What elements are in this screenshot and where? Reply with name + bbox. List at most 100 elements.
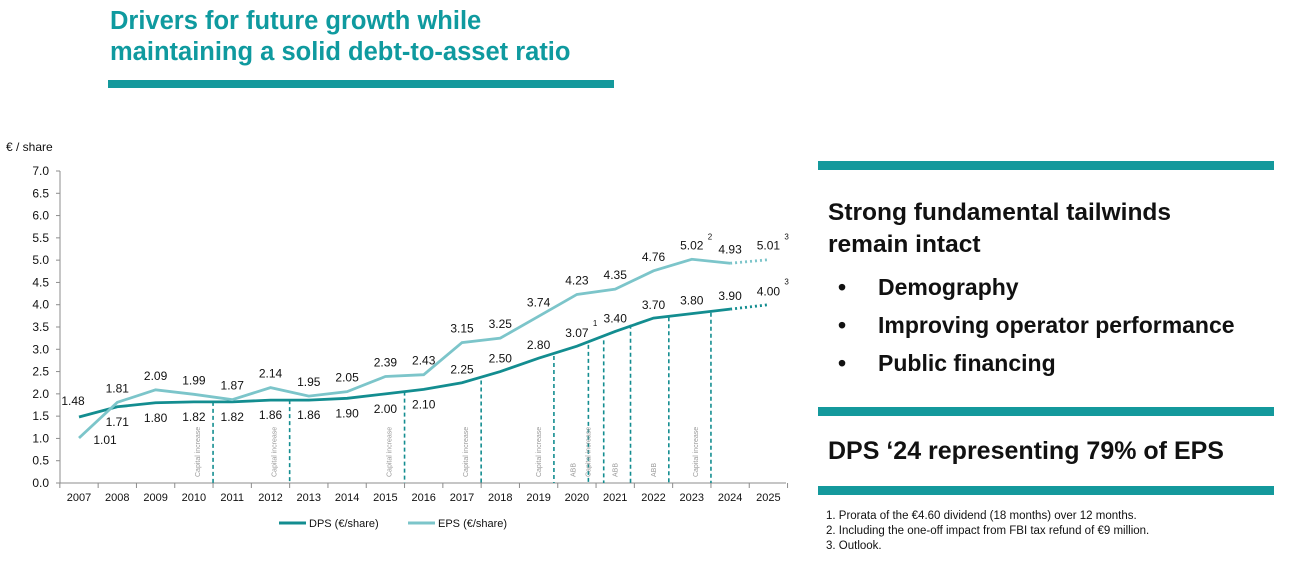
annotation-label: Capital increase [272, 427, 279, 477]
annotation-label: ABB [651, 463, 658, 477]
eps-data-label: 1.99 [182, 373, 206, 387]
page-title: Drivers for future growth while maintain… [110, 6, 630, 68]
eps-outlook-line [729, 258, 769, 265]
dps-data-label: 3.40 [604, 311, 628, 325]
footnote-mark: 1 [593, 319, 598, 328]
dps-data-label: 1.82 [221, 410, 245, 424]
title-underline [108, 80, 614, 88]
dps-line [78, 307, 731, 419]
annotation-label: ABB [613, 463, 620, 477]
dps-data-label: 2.10 [412, 397, 436, 411]
tailwinds-list: • Demography • Improving operator performa… [838, 270, 1235, 384]
eps-data-label: 3.74 [527, 295, 551, 309]
dps-data-label: 3.90 [718, 289, 742, 303]
bullet-dot: • [838, 274, 847, 300]
eps-data-label: 2.05 [335, 371, 359, 385]
dps-eps-line-chart: € / share 0.0 0.5 1.0 1.5 2.0 2.5 3.0 3.5 4.0 4.5 5… [6, 140, 789, 530]
x-tick-label: 2023 [680, 492, 704, 504]
eps-data-label: 2.14 [259, 367, 283, 381]
y-tick-label: 2.5 [32, 365, 49, 379]
x-tick-label: 2020 [565, 492, 589, 504]
annotation-label: Capital increase [387, 427, 394, 477]
dps-data-label: 1.82 [182, 410, 206, 424]
dps-data-label: 1.86 [297, 408, 321, 422]
eps-data-label: 4.93 [718, 242, 742, 256]
eps-data-label: 1.95 [297, 375, 321, 389]
annotation-label: Capital increase [463, 427, 470, 477]
dps-data-label: 2.00 [374, 402, 398, 416]
annotation-label: ABB [570, 463, 577, 477]
eps-data-label: 1.01 [93, 433, 117, 447]
title-line-1: Drivers for future growth while [110, 7, 482, 35]
bullet-text: Improving operator performance [878, 312, 1235, 338]
eps-data-label: 1.87 [221, 379, 245, 393]
panel-divider-bottom [818, 486, 1274, 495]
footnote-2: 2. Including the one-off impact from FBI… [826, 525, 1150, 537]
x-tick-label: 2017 [450, 492, 474, 504]
headline-line-2: remain intact [828, 231, 981, 258]
x-tick-label: 2016 [411, 492, 435, 504]
dps-data-label: 1.48 [61, 394, 85, 408]
eps-data-label: 2.43 [412, 354, 436, 368]
eps-data-label: 2.39 [374, 355, 398, 369]
y-tick-label: 4.5 [32, 275, 49, 289]
panel-headline: Strong fundamental tailwinds remain inta… [828, 197, 1268, 261]
footnote-1: 1. Prorata of the €4.60 dividend (18 mon… [826, 510, 1137, 522]
dps-data-label: 2.80 [527, 338, 551, 352]
x-tick-label: 2011 [220, 492, 244, 504]
list-item: • Demography [838, 270, 1235, 308]
dps-statement: DPS ‘24 representing 79% of EPS [828, 437, 1224, 465]
annotation-label: Capital increase [586, 427, 593, 477]
bullet-text: Public financing [878, 350, 1056, 376]
x-tick-label: 2015 [373, 492, 397, 504]
dps-data-label: 2.50 [489, 352, 513, 366]
panel-divider-middle [818, 407, 1274, 416]
x-tick-label: 2012 [258, 492, 282, 504]
y-tick-label: 1.5 [32, 409, 49, 423]
eps-line [78, 257, 731, 440]
eps-data-label: 5.02 [680, 238, 704, 252]
y-tick-label: 1.0 [32, 431, 49, 445]
bullet-dot: • [838, 350, 847, 376]
dps-data-label: 3.07 [565, 326, 589, 340]
y-tick-label: 3.5 [32, 320, 49, 334]
title-line-2: maintaining a solid debt-to-asset ratio [110, 38, 571, 66]
x-tick-label: 2018 [488, 492, 512, 504]
x-tick-label: 2010 [182, 492, 206, 504]
eps-data-label: 1.81 [106, 381, 130, 395]
y-tick-label: 2.0 [32, 387, 49, 401]
x-tick-label: 2022 [641, 492, 665, 504]
footnote-mark: 3 [784, 278, 789, 287]
dps-data-label: 4.00 [757, 285, 781, 299]
dps-data-label: 1.71 [106, 415, 130, 429]
y-tick-label: 3.0 [32, 342, 49, 356]
x-tick-label: 2009 [143, 492, 167, 504]
y-tick-label: 5.0 [32, 253, 49, 267]
y-axis-label: € / share [6, 140, 53, 154]
list-item: • Improving operator performance [838, 308, 1235, 346]
y-tick-label: 0.0 [32, 476, 49, 490]
eps-data-label: 3.25 [489, 317, 513, 331]
bullet-text: Demography [878, 274, 1019, 300]
eps-data-label: 2.09 [144, 369, 168, 383]
eps-data-label: 4.23 [565, 273, 589, 287]
list-item: • Public financing [838, 346, 1235, 384]
x-tick-label: 2007 [67, 492, 91, 504]
y-tick-label: 6.0 [32, 209, 49, 223]
x-tick-label: 2021 [603, 492, 627, 504]
footnote-mark: 3 [784, 233, 789, 242]
annotation-label: Capital increase [195, 427, 202, 477]
footnote-mark: 2 [708, 232, 713, 241]
x-tick-label: 2025 [756, 492, 780, 504]
legend-eps-label: EPS (€/share) [438, 518, 507, 530]
dps-data-label: 2.25 [450, 363, 474, 377]
x-tick-label: 2024 [718, 492, 742, 504]
panel-divider-top [818, 161, 1274, 170]
footnote-3: 3. Outlook. [826, 540, 882, 552]
dps-data-label: 3.70 [642, 298, 666, 312]
x-tick-label: 2008 [105, 492, 129, 504]
annotation-label: Capital increase [536, 427, 543, 477]
legend-dps-label: DPS (€/share) [309, 518, 379, 530]
x-tick-label: 2013 [297, 492, 321, 504]
dps-data-label: 1.86 [259, 408, 283, 422]
